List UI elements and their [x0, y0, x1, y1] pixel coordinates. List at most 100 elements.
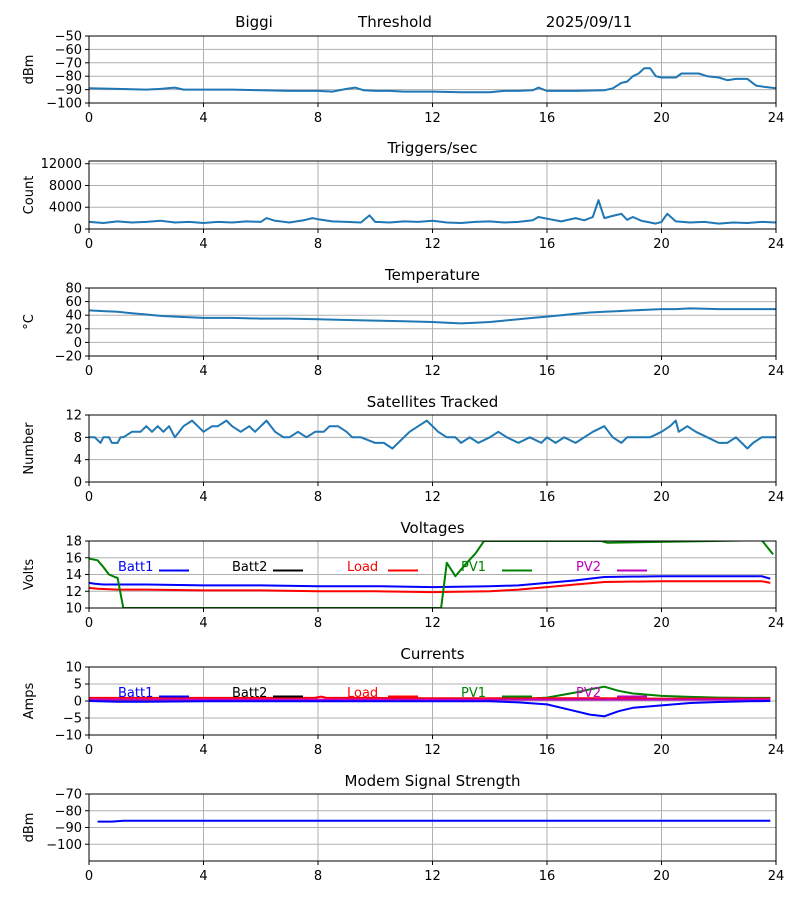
- y-tick-label: −90: [55, 83, 82, 98]
- x-tick-label: 20: [653, 616, 670, 631]
- x-tick-label: 24: [768, 743, 785, 758]
- x-tick-label: 12: [424, 490, 441, 505]
- x-tick-label: 8: [314, 743, 322, 758]
- legend-label-pv1: PV1: [461, 560, 486, 575]
- legend-label-load: Load: [347, 560, 378, 575]
- x-tick-label: 16: [539, 869, 556, 884]
- x-tick-label: 20: [653, 364, 670, 379]
- x-tick-label: 4: [199, 869, 207, 884]
- header-site: Biggi: [235, 13, 273, 31]
- x-tick-label: 12: [424, 111, 441, 126]
- x-tick-label: 16: [539, 616, 556, 631]
- y-tick-label: −70: [55, 56, 82, 71]
- panel-title: Temperature: [384, 266, 480, 284]
- figure-header: Biggi Threshold 2025/09/11: [235, 13, 632, 31]
- y-tick-label: −5: [63, 712, 82, 727]
- series-line-satellites: [89, 419, 776, 450]
- y-axis-label: Count: [22, 176, 37, 215]
- panel-satellites: 0 4 8 12 16 20 24 0 4 8 12 Satellites Tracked Number: [22, 393, 784, 505]
- y-axis-label: °C: [22, 314, 37, 330]
- y-axis-label: Amps: [22, 682, 37, 719]
- x-tick-label: 12: [424, 364, 441, 379]
- x-tick-label: 16: [539, 237, 556, 252]
- y-axis-label: Number: [22, 422, 37, 475]
- x-tick-label: 0: [85, 743, 93, 758]
- panel-title: Currents: [400, 645, 464, 663]
- y-tick-label: 0: [74, 695, 82, 710]
- y-tick-label: 12000: [41, 157, 82, 172]
- y-tick-label: 0: [74, 336, 82, 351]
- panel-title: Voltages: [400, 519, 464, 537]
- y-tick-label: 10: [65, 661, 82, 676]
- series-line-load: [89, 695, 771, 700]
- x-tick-label: 20: [653, 743, 670, 758]
- y-tick-label: −50: [55, 30, 82, 45]
- series-line-batt1: [89, 700, 771, 718]
- x-tick-label: 20: [653, 237, 670, 252]
- y-tick-label: 18: [65, 535, 82, 550]
- x-tick-label: 4: [199, 743, 207, 758]
- x-tick-label: 4: [199, 364, 207, 379]
- series-line-pv1: [89, 541, 774, 608]
- y-tick-label: 12: [65, 409, 82, 424]
- panel-title: Modem Signal Strength: [345, 772, 521, 790]
- y-tick-label: 16: [65, 551, 82, 566]
- x-tick-label: 16: [539, 364, 556, 379]
- series-line-batt1: [89, 575, 771, 589]
- x-tick-label: 8: [314, 490, 322, 505]
- x-tick-label: 0: [85, 237, 93, 252]
- header-date: 2025/09/11: [546, 13, 632, 31]
- legend-label-pv1: PV1: [461, 686, 486, 701]
- x-tick-label: 12: [424, 237, 441, 252]
- series-line-triggers: [89, 199, 776, 225]
- x-tick-label: 0: [85, 490, 93, 505]
- x-tick-label: 20: [653, 869, 670, 884]
- header-measure: Threshold: [357, 13, 432, 31]
- y-tick-label: −100: [46, 97, 82, 112]
- y-axis-label: Volts: [22, 559, 37, 591]
- x-tick-label: 0: [85, 364, 93, 379]
- x-tick-label: 4: [199, 490, 207, 505]
- x-tick-label: 4: [199, 237, 207, 252]
- y-tick-label: −70: [55, 788, 82, 803]
- x-tick-label: 0: [85, 616, 93, 631]
- series-line-temperature: [89, 307, 776, 325]
- x-tick-label: 8: [314, 111, 322, 126]
- panel-modem: 0 4 8 12 16 20 24 −70−80 −90 −100 Modem Signal Str…: [22, 772, 784, 884]
- legend-label-pv2: PV2: [576, 686, 601, 701]
- y-tick-label: 8000: [49, 179, 82, 194]
- legend: Batt1 Batt2 Load PV1 PV2: [118, 560, 647, 575]
- series-line-load: [89, 580, 771, 594]
- x-tick-label: 12: [424, 869, 441, 884]
- x-tick-label: 0: [85, 869, 93, 884]
- x-tick-label: 4: [199, 616, 207, 631]
- x-tick-label: 16: [539, 490, 556, 505]
- panel-title: Satellites Tracked: [367, 393, 498, 411]
- y-axis-label: dBm: [22, 55, 37, 85]
- y-tick-label: −80: [55, 804, 82, 819]
- x-tick-label: 24: [768, 616, 785, 631]
- y-tick-label: −80: [55, 70, 82, 85]
- y-axis-label: dBm: [22, 813, 37, 843]
- x-tick-label: 24: [768, 364, 785, 379]
- y-tick-label: 40: [65, 309, 82, 324]
- x-tick-label: 4: [199, 111, 207, 126]
- panel-triggers: 0 4 8 12 16 20 24 0 4000 8000 12000 Triggers/sec Cou…: [22, 139, 784, 252]
- x-tick-label: 16: [539, 111, 556, 126]
- x-tick-label: 20: [653, 111, 670, 126]
- y-tick-label: 20: [65, 322, 82, 337]
- y-tick-label: 4000: [49, 201, 82, 216]
- y-tick-label: −100: [46, 838, 82, 853]
- y-tick-label: 0: [74, 223, 82, 238]
- y-tick-label: 60: [65, 295, 82, 310]
- legend: Batt1 Batt2 Load PV1 PV2: [118, 686, 647, 701]
- x-tick-label: 8: [314, 869, 322, 884]
- x-tick-label: 16: [539, 743, 556, 758]
- panel-title: Triggers/sec: [387, 139, 478, 157]
- legend-label-pv2: PV2: [576, 560, 601, 575]
- y-tick-label: 10: [65, 602, 82, 617]
